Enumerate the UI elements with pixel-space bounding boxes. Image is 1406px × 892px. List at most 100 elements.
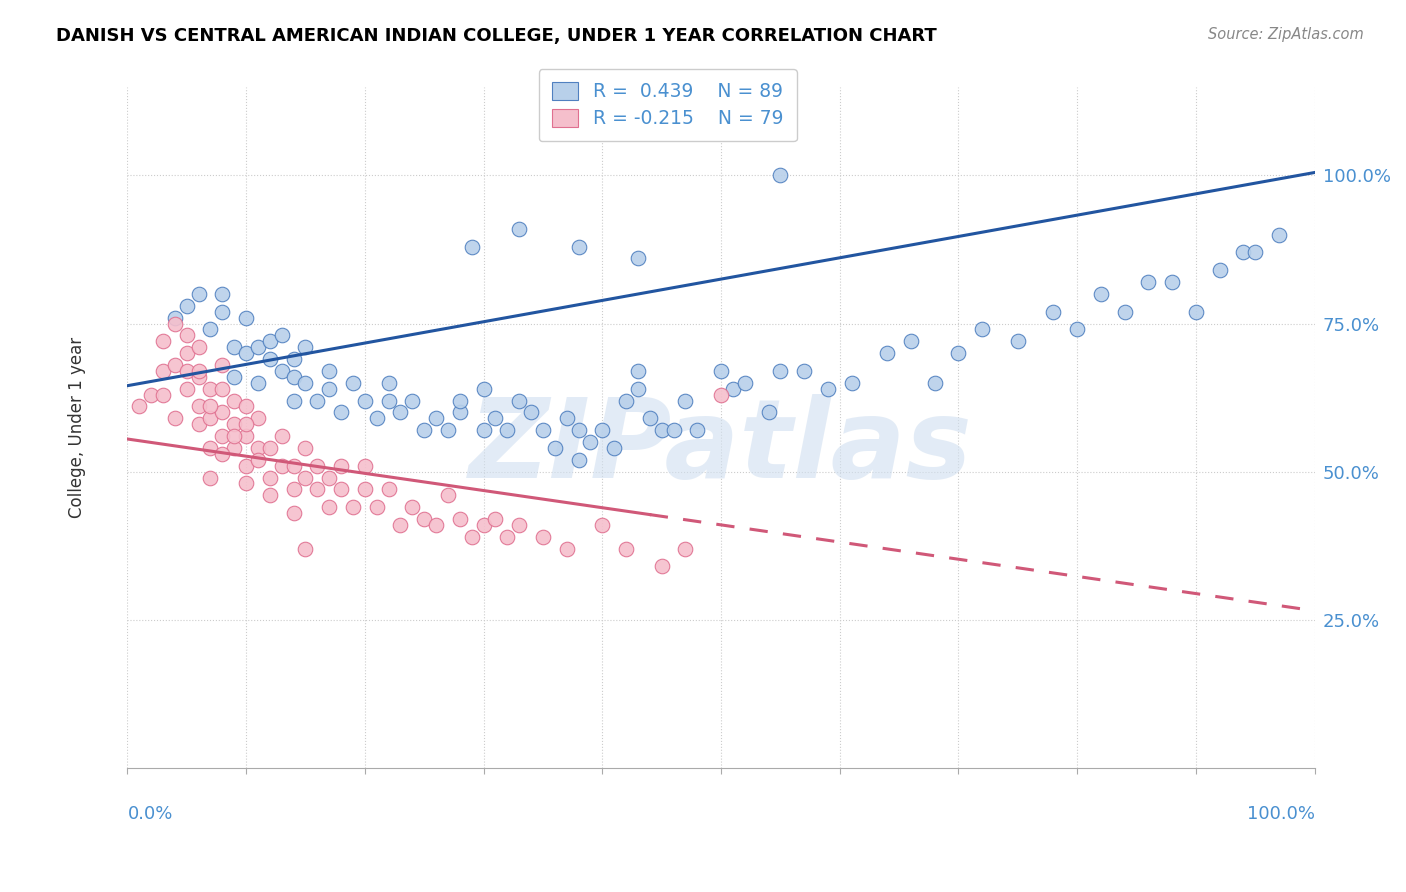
Point: [496, 423, 519, 437]
Point: [579, 434, 602, 449]
Point: [200, 400, 222, 414]
Point: [318, 470, 340, 484]
Point: [389, 517, 412, 532]
Point: [734, 376, 756, 390]
Point: [152, 364, 174, 378]
Point: [283, 458, 305, 473]
Point: [710, 387, 733, 401]
Text: 0.0%: 0.0%: [128, 805, 173, 823]
Point: [614, 541, 637, 556]
Point: [769, 169, 792, 183]
Point: [508, 221, 530, 235]
Point: [555, 411, 578, 425]
Point: [793, 364, 815, 378]
Text: DANISH VS CENTRAL AMERICAN INDIAN COLLEGE, UNDER 1 YEAR CORRELATION CHART: DANISH VS CENTRAL AMERICAN INDIAN COLLEG…: [56, 27, 936, 45]
Point: [235, 310, 257, 325]
Point: [330, 405, 353, 419]
Point: [413, 423, 436, 437]
Point: [235, 400, 257, 414]
Legend: R =  0.439    N = 89, R = -0.215    N = 79: R = 0.439 N = 89, R = -0.215 N = 79: [538, 69, 797, 141]
Point: [353, 483, 375, 497]
Point: [163, 310, 186, 325]
Point: [472, 517, 495, 532]
Point: [425, 517, 447, 532]
Point: [472, 382, 495, 396]
Point: [437, 423, 460, 437]
Point: [270, 364, 292, 378]
Point: [246, 411, 269, 425]
Point: [294, 470, 316, 484]
Point: [224, 340, 246, 354]
Point: [152, 334, 174, 349]
Point: [627, 382, 650, 396]
Point: [283, 369, 305, 384]
Point: [307, 393, 329, 408]
Point: [176, 364, 198, 378]
Point: [163, 411, 186, 425]
Point: [283, 483, 305, 497]
Point: [187, 364, 209, 378]
Point: [246, 441, 269, 455]
Point: [591, 423, 613, 437]
Point: [673, 541, 696, 556]
Point: [366, 500, 388, 515]
Text: College, Under 1 year: College, Under 1 year: [67, 336, 86, 517]
Point: [235, 417, 257, 432]
Point: [211, 286, 233, 301]
Point: [270, 429, 292, 443]
Point: [876, 346, 898, 360]
Point: [496, 530, 519, 544]
Point: [1244, 245, 1267, 260]
Point: [460, 530, 482, 544]
Point: [627, 252, 650, 266]
Point: [235, 458, 257, 473]
Point: [270, 328, 292, 343]
Point: [531, 530, 554, 544]
Point: [200, 411, 222, 425]
Point: [353, 393, 375, 408]
Point: [1185, 304, 1208, 318]
Point: [366, 411, 388, 425]
Point: [176, 328, 198, 343]
Point: [591, 517, 613, 532]
Point: [1066, 322, 1088, 336]
Point: [614, 393, 637, 408]
Point: [211, 382, 233, 396]
Point: [900, 334, 922, 349]
Point: [246, 340, 269, 354]
Point: [259, 488, 281, 502]
Point: [176, 346, 198, 360]
Point: [259, 470, 281, 484]
Point: [508, 517, 530, 532]
Point: [1090, 286, 1112, 301]
Point: [270, 458, 292, 473]
Point: [449, 512, 471, 526]
Point: [318, 500, 340, 515]
Point: [259, 352, 281, 367]
Point: [176, 299, 198, 313]
Point: [307, 483, 329, 497]
Point: [673, 393, 696, 408]
Point: [163, 358, 186, 372]
Point: [224, 393, 246, 408]
Point: [283, 506, 305, 520]
Point: [259, 441, 281, 455]
Point: [235, 476, 257, 491]
Point: [484, 411, 506, 425]
Point: [187, 400, 209, 414]
Point: [330, 483, 353, 497]
Point: [224, 369, 246, 384]
Point: [294, 376, 316, 390]
Point: [401, 500, 423, 515]
Point: [817, 382, 839, 396]
Text: Source: ZipAtlas.com: Source: ZipAtlas.com: [1208, 27, 1364, 42]
Point: [769, 364, 792, 378]
Point: [401, 393, 423, 408]
Point: [224, 417, 246, 432]
Point: [200, 382, 222, 396]
Point: [508, 393, 530, 408]
Point: [307, 458, 329, 473]
Point: [224, 441, 246, 455]
Point: [651, 423, 673, 437]
Point: [200, 441, 222, 455]
